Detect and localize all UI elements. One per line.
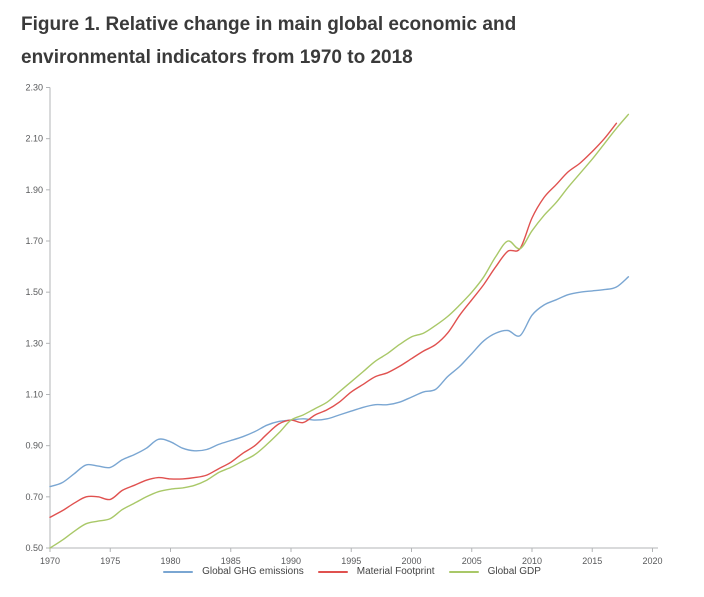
chart-legend: Global GHG emissions Material Footprint … — [0, 566, 704, 577]
legend-label-global-gdp: Global GDP — [487, 566, 541, 577]
legend-label-ghg-emissions: Global GHG emissions — [202, 566, 304, 577]
figure-title: Figure 1. Relative change in main global… — [21, 8, 661, 74]
x-tick-label: 1980 — [160, 556, 180, 566]
y-tick-label: 0.50 — [25, 543, 43, 553]
legend-item-global-gdp: Global GDP — [448, 566, 541, 577]
y-tick-label: 1.70 — [25, 236, 43, 246]
x-tick-label: 1990 — [281, 556, 301, 566]
ghg-emissions-line-swatch — [163, 570, 194, 573]
material-footprint-line-swatch — [317, 570, 348, 573]
y-tick-label: 0.70 — [25, 492, 43, 502]
series-line-material-footprint — [49, 122, 618, 518]
line-chart: 0.50 0.70 0.90 1.10 1.30 1.50 1.70 1.90 2.10 2.30… — [25, 83, 662, 567]
x-tick-label: 2000 — [401, 556, 421, 566]
x-tick-label: 1975 — [100, 556, 120, 566]
y-tick-label: 0.90 — [25, 441, 43, 451]
y-tick-label: 2.30 — [25, 83, 43, 93]
y-tick-label: 1.10 — [25, 390, 43, 400]
series-line-global-gdp — [49, 113, 630, 549]
figure-title-line-2: environmental indicators from 1970 to 20… — [21, 47, 413, 68]
x-tick-label: 2015 — [582, 556, 602, 566]
x-tick-label: 2010 — [522, 556, 542, 566]
x-tick-label: 2020 — [642, 556, 662, 566]
legend-label-material-footprint: Material Footprint — [356, 566, 435, 577]
legend-item-ghg-emissions: Global GHG emissions — [163, 566, 304, 577]
y-tick-label: 2.10 — [25, 134, 43, 144]
x-tick-label: 1995 — [341, 556, 361, 566]
series-line-global-ghg-emissions — [49, 276, 630, 488]
x-tick-label: 2005 — [462, 556, 482, 566]
legend-item-material-footprint: Material Footprint — [317, 566, 435, 577]
x-tick-label: 1985 — [221, 556, 241, 566]
global-gdp-line-swatch — [448, 570, 479, 573]
y-tick-label: 1.30 — [25, 338, 43, 348]
figure-title-line-1: Figure 1. Relative change in main global… — [21, 14, 517, 35]
y-tick-label: 1.90 — [25, 185, 43, 195]
x-tick-label: 1970 — [40, 556, 60, 566]
y-tick-label: 1.50 — [25, 287, 43, 297]
